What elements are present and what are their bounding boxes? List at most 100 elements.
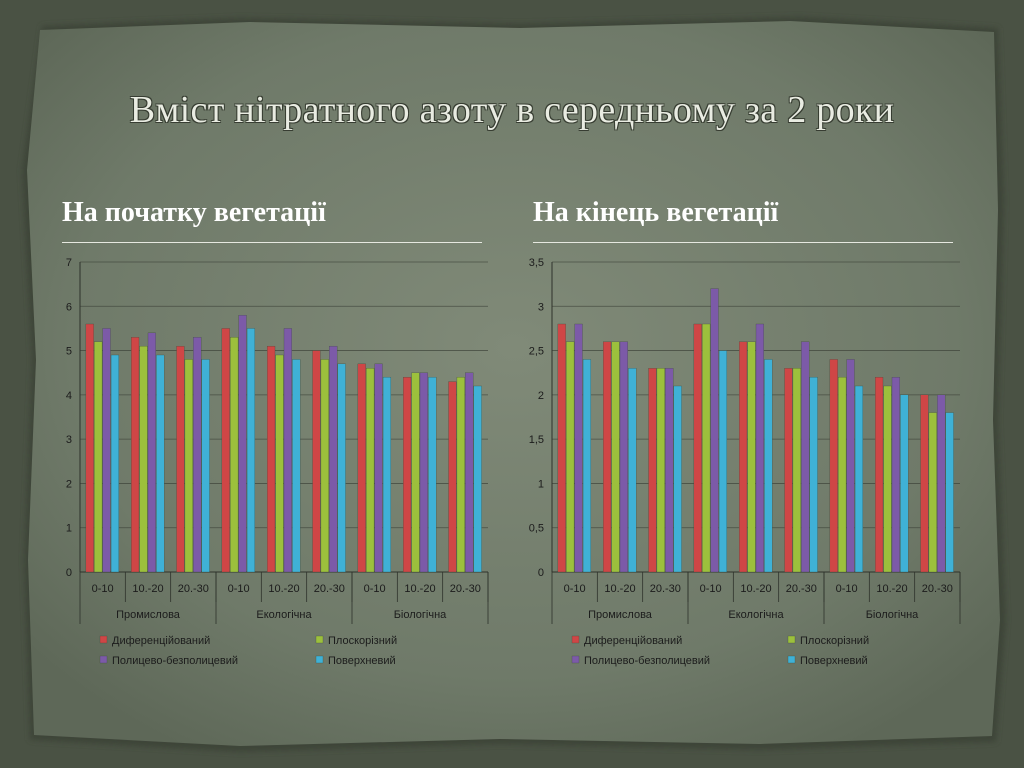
bar — [792, 368, 801, 573]
right-heading: На кінець вегетації — [533, 197, 779, 228]
legend-label: Плоскорізний — [800, 635, 869, 647]
right-divider — [533, 242, 953, 243]
bar — [718, 350, 728, 573]
group-label: Біологічна — [394, 609, 447, 621]
y-tick-label: 4 — [66, 390, 72, 402]
legend-label: Плоскорізний — [328, 635, 397, 647]
legend-swatch — [99, 655, 108, 664]
bar — [147, 332, 156, 573]
legend-swatch — [315, 655, 324, 664]
x-tick-label: 0-10 — [364, 583, 386, 595]
bar — [648, 368, 657, 573]
bar — [419, 372, 428, 573]
group-label: Екологічна — [728, 609, 784, 621]
bar — [619, 341, 628, 573]
bar — [928, 412, 937, 573]
group-label: Екологічна — [256, 609, 312, 621]
x-tick-label: 20.-30 — [314, 583, 345, 595]
x-tick-label: 0-10 — [228, 583, 250, 595]
bar — [747, 341, 756, 573]
bar — [628, 368, 637, 573]
y-tick-label: 0 — [66, 567, 72, 579]
bar — [320, 359, 329, 573]
y-tick-label: 2,5 — [529, 346, 544, 358]
bar — [465, 372, 474, 573]
bar — [366, 368, 375, 573]
bar — [945, 412, 954, 573]
bar — [582, 359, 592, 573]
legend-label: Поверхневий — [800, 655, 868, 667]
slide-title: Вміст нітратного азоту в середньому за 2… — [129, 89, 895, 131]
bar — [891, 376, 900, 573]
group-label: Біологічна — [866, 609, 919, 621]
group-label: Промислова — [116, 609, 181, 621]
x-tick-label: 0-10 — [564, 583, 586, 595]
bar — [85, 323, 94, 573]
bar — [139, 345, 148, 573]
bar — [739, 341, 748, 573]
legend-label: Полицево-безполицевий — [112, 655, 238, 667]
bar — [937, 394, 946, 573]
y-tick-label: 2 — [538, 390, 544, 402]
left-heading: На початку вегетації — [62, 197, 326, 228]
legend-swatch — [315, 635, 324, 644]
bar — [357, 363, 366, 573]
legend-swatch — [787, 655, 796, 664]
bar — [221, 328, 230, 573]
bar — [875, 376, 884, 573]
bar — [764, 359, 773, 573]
bar — [184, 359, 193, 573]
y-tick-label: 1 — [538, 478, 544, 490]
y-tick-label: 5 — [66, 346, 72, 358]
x-tick-label: 0-10 — [92, 583, 114, 595]
bar — [846, 359, 855, 573]
bar — [574, 323, 583, 573]
bar — [883, 385, 892, 573]
bar — [611, 341, 620, 573]
bar — [283, 328, 292, 573]
bar — [603, 341, 612, 573]
bar — [176, 345, 185, 573]
bar — [238, 314, 247, 573]
legend-swatch — [787, 635, 796, 644]
bar — [456, 376, 465, 573]
bar — [801, 341, 810, 573]
chart-end-of-vegetation: 0 0,5 1 1,5 2 2,5 3 3,5 0-10 10.-20 20.-30 0-10 10.-… — [529, 257, 961, 667]
x-tick-label: 0-10 — [836, 583, 858, 595]
left-divider — [62, 242, 482, 243]
bar — [428, 376, 437, 573]
x-tick-label: 20.-30 — [786, 583, 817, 595]
y-tick-label: 2 — [66, 478, 72, 490]
bar — [329, 345, 338, 573]
bar — [201, 359, 210, 573]
bar — [673, 385, 682, 573]
bar — [156, 354, 165, 573]
bar — [94, 341, 103, 573]
x-tick-label: 20.-30 — [450, 583, 481, 595]
x-tick-label: 10.-20 — [876, 583, 907, 595]
bar — [566, 341, 575, 573]
bar — [702, 323, 711, 573]
bar — [382, 376, 392, 573]
chart-start-of-vegetation: 0 1 2 3 4 5 6 7 0-10 10.-20 20.-30 0-10 10.-20 20.-30… — [66, 257, 489, 667]
x-tick-label: 0-10 — [700, 583, 722, 595]
bar — [473, 385, 482, 573]
y-tick-label: 1,5 — [529, 434, 544, 446]
bar — [665, 368, 674, 573]
legend-label: Полицево-безполицевий — [584, 655, 710, 667]
bar — [656, 368, 665, 573]
x-tick-label: 10.-20 — [404, 583, 435, 595]
legend-label: Поверхневий — [328, 655, 396, 667]
y-tick-label: 6 — [66, 301, 72, 313]
group-label: Промислова — [588, 609, 653, 621]
bar — [920, 394, 929, 573]
bar — [275, 354, 284, 573]
x-tick-label: 20.-30 — [922, 583, 953, 595]
legend-label: Диференційований — [112, 635, 210, 647]
legend-swatch — [99, 635, 108, 644]
bar — [292, 359, 301, 573]
bar — [374, 363, 383, 573]
bar — [838, 376, 847, 573]
bar — [110, 354, 120, 573]
